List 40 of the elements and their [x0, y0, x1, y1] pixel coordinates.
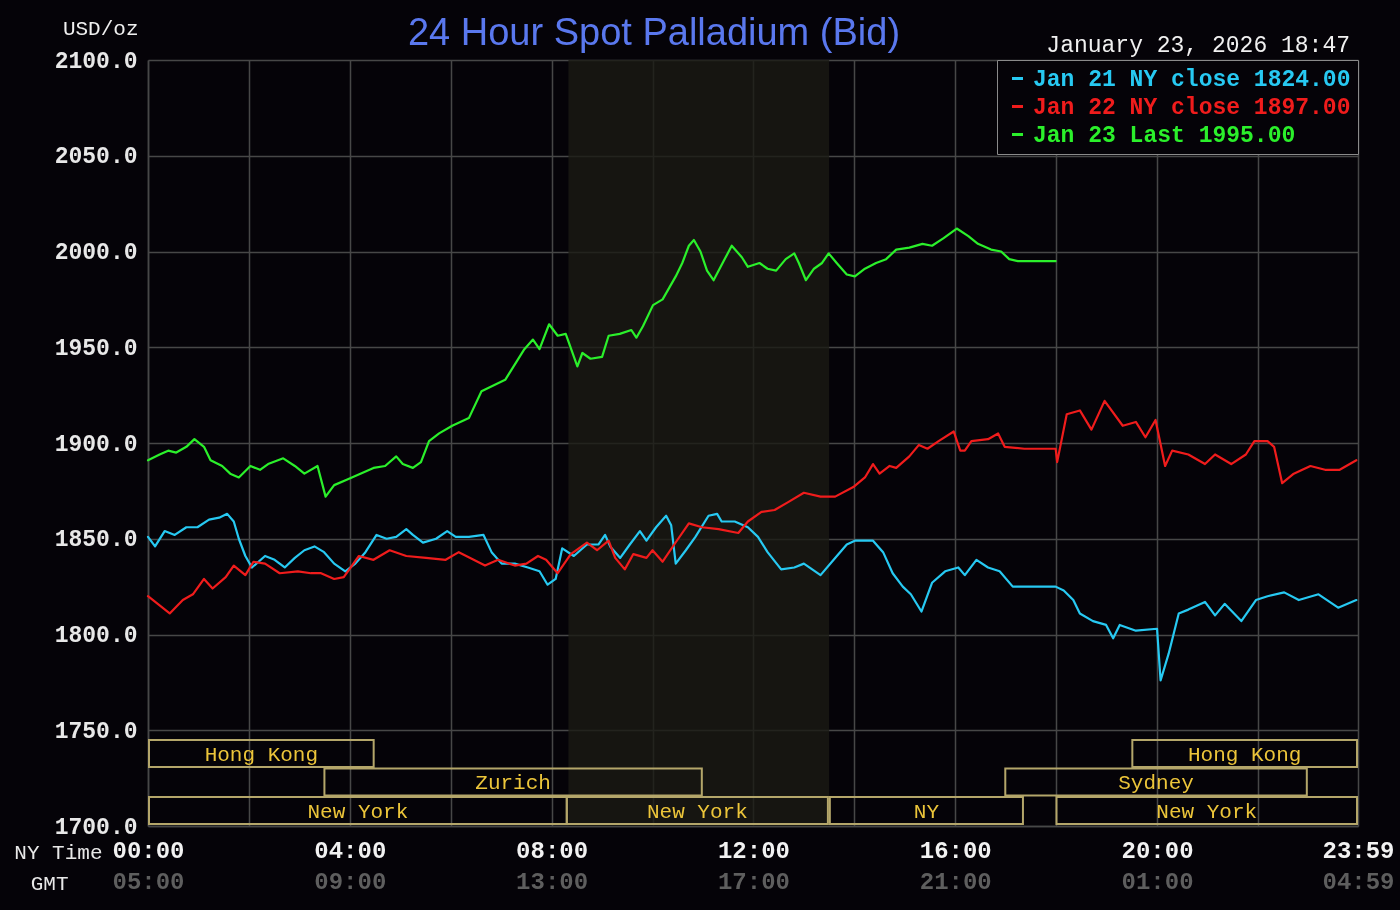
line-series	[146, 399, 1358, 615]
legend-label: Jan 23 Last 1995.00	[1033, 122, 1296, 149]
chart-subtitle: January 23, 2026 18:47	[1046, 33, 1350, 59]
annotation: New York	[646, 800, 748, 824]
y-tick-label: 1850.0	[54, 527, 138, 554]
x2-tick-label: 01:00	[1121, 868, 1194, 896]
annotation: New York	[307, 800, 409, 824]
annotation: New York	[1156, 800, 1258, 824]
line-series	[146, 512, 1358, 682]
x-tick-label: 08:00	[516, 837, 589, 865]
y-tick-label: 2050.0	[54, 144, 138, 171]
x-tick-label: 12:00	[717, 837, 790, 865]
y-tick-label: 1950.0	[54, 335, 138, 362]
x-tick-label: 23:59	[1322, 837, 1395, 865]
y-tick-label: 1800.0	[54, 623, 138, 649]
x-tick-label: 16:00	[919, 837, 992, 865]
y-tick-label: 2000.0	[54, 240, 138, 266]
x2-tick-label: 17:00	[717, 868, 790, 896]
x2-tick-label: 05:00	[112, 868, 185, 896]
y-axis-title: USD/oz	[62, 17, 139, 41]
y-tick-label: 2100.0	[54, 48, 138, 75]
x-tick-label: 04:00	[314, 837, 387, 865]
annotation: Sydney	[1118, 772, 1194, 795]
annotation: Hong Kong	[1187, 743, 1302, 767]
y-tick-label: 1900.0	[54, 431, 138, 458]
x2-axis-title: GMT	[30, 872, 69, 896]
x2-tick-label: 09:00	[314, 868, 387, 896]
annotation: Zurich	[475, 772, 551, 795]
line-series	[146, 227, 1057, 498]
x2-tick-label: 13:00	[516, 868, 589, 896]
x-axis-title: NY Time	[14, 841, 103, 865]
annotation: Hong Kong	[204, 743, 319, 767]
x-tick-label: 20:00	[1121, 837, 1194, 865]
chart-title: 24 Hour Spot Palladium (Bid)	[407, 11, 901, 53]
legend-label: Jan 21 NY close 1824.00	[1033, 66, 1351, 93]
legend-label: Jan 22 NY close 1897.00	[1033, 94, 1351, 121]
x2-tick-label: 21:00	[919, 868, 992, 896]
annotation: NY	[913, 800, 940, 824]
x2-tick-label: 04:59	[1322, 868, 1395, 896]
y-tick-label: 1750.0	[54, 718, 138, 745]
